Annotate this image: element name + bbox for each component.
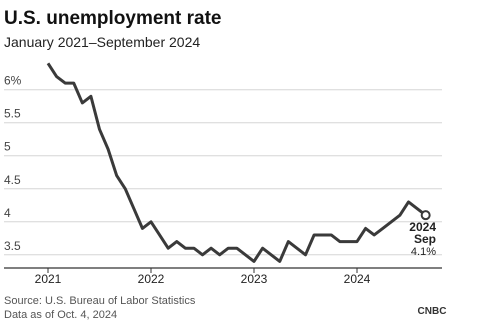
x-tick-label: 2021 bbox=[35, 272, 62, 286]
x-tick-label: 2023 bbox=[241, 272, 268, 286]
annotation: Sep bbox=[414, 232, 436, 246]
y-tick-label: 6% bbox=[4, 74, 22, 88]
note: Data as of Oct. 4, 2024 bbox=[4, 309, 117, 321]
end-marker bbox=[420, 210, 431, 221]
y-tick-label: 4 bbox=[4, 206, 11, 220]
x-tick-label: 2022 bbox=[138, 272, 165, 286]
annotation: 2024 bbox=[409, 220, 436, 234]
value-label: 4.1% bbox=[411, 246, 436, 258]
logo: CNBC bbox=[418, 306, 447, 317]
chart-subtitle: January 2021–September 2024 bbox=[4, 34, 200, 50]
source: Source: U.S. Bureau of Labor Statistics bbox=[4, 295, 196, 307]
chart-title: U.S. unemployment rate bbox=[4, 8, 222, 29]
y-tick-label: 5 bbox=[4, 140, 11, 154]
x-tick-label: 2024 bbox=[344, 272, 371, 286]
y-tick-label: 3.5 bbox=[4, 239, 21, 253]
line bbox=[46, 62, 427, 263]
y-tick-label: 5.5 bbox=[4, 107, 21, 121]
y-tick-label: 4.5 bbox=[4, 173, 21, 187]
